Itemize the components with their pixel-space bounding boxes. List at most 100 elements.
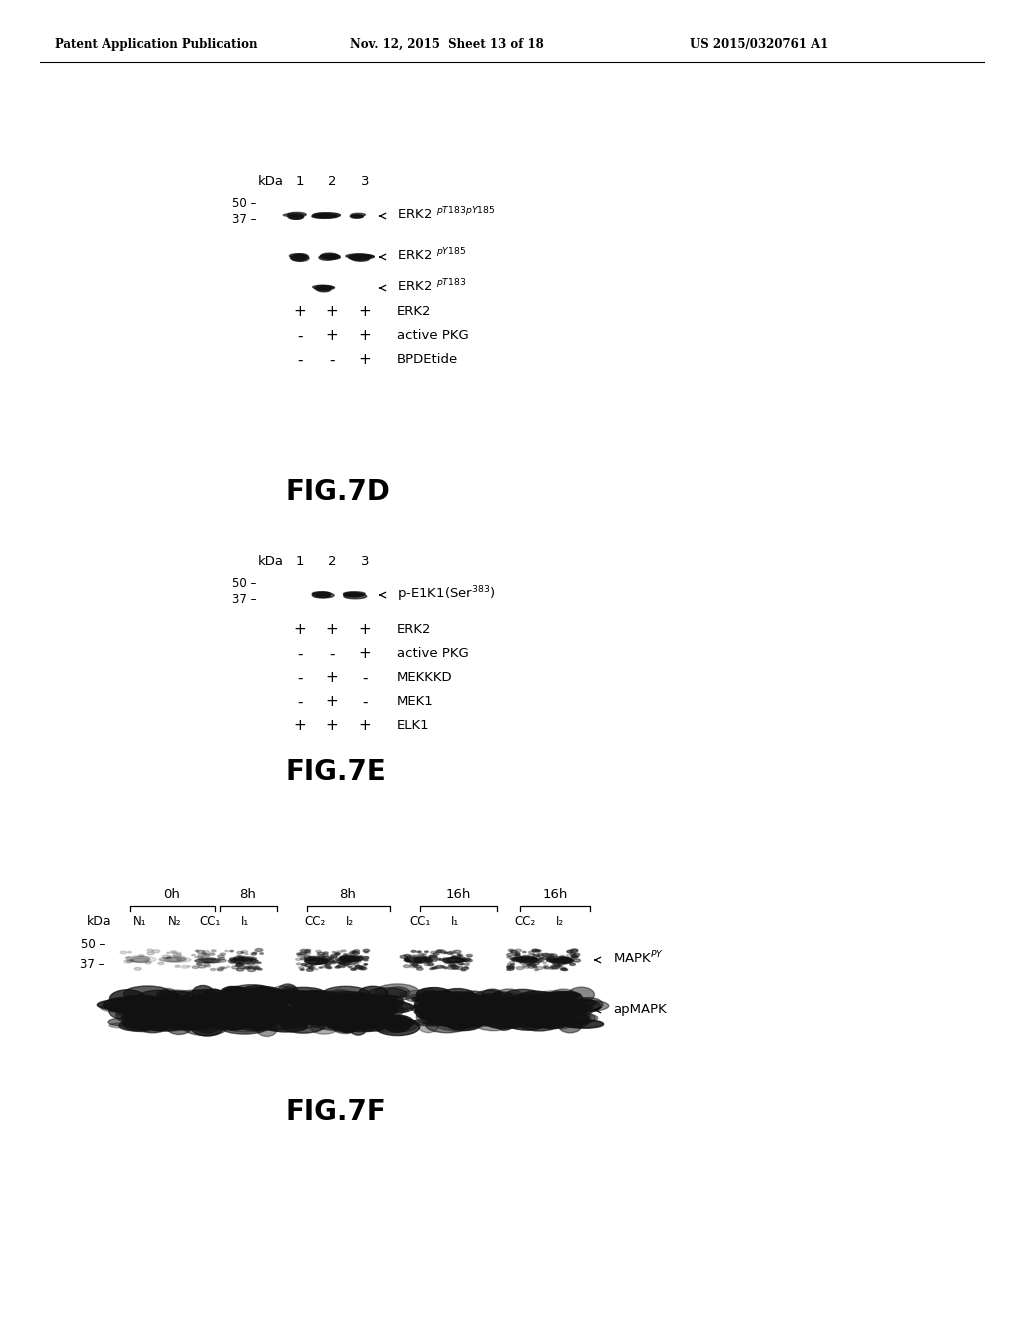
Ellipse shape [428, 960, 431, 962]
Ellipse shape [539, 993, 565, 998]
Ellipse shape [241, 964, 245, 965]
Text: +: + [326, 305, 338, 319]
Ellipse shape [541, 1016, 559, 1022]
Ellipse shape [352, 256, 370, 261]
Ellipse shape [384, 1016, 411, 1032]
Ellipse shape [458, 1012, 478, 1020]
Ellipse shape [400, 956, 408, 958]
Ellipse shape [296, 964, 301, 965]
Ellipse shape [148, 1010, 173, 1014]
Ellipse shape [245, 953, 249, 954]
Ellipse shape [416, 961, 422, 964]
Ellipse shape [519, 991, 553, 1001]
Ellipse shape [292, 1015, 307, 1019]
Ellipse shape [248, 969, 255, 972]
Ellipse shape [360, 1014, 409, 1024]
Ellipse shape [196, 958, 219, 962]
Ellipse shape [432, 960, 437, 961]
Ellipse shape [540, 997, 574, 1007]
Ellipse shape [263, 995, 304, 1010]
Ellipse shape [362, 1001, 412, 1011]
Ellipse shape [458, 957, 465, 960]
Ellipse shape [359, 1014, 376, 1022]
Ellipse shape [563, 969, 566, 970]
Ellipse shape [364, 1022, 413, 1027]
Ellipse shape [314, 969, 318, 970]
Ellipse shape [507, 1010, 547, 1020]
Ellipse shape [240, 966, 246, 969]
Ellipse shape [341, 956, 364, 961]
Ellipse shape [292, 1001, 329, 1014]
Ellipse shape [190, 1012, 234, 1020]
Ellipse shape [414, 960, 418, 961]
Ellipse shape [552, 966, 559, 969]
Ellipse shape [124, 986, 172, 1002]
Ellipse shape [207, 1020, 226, 1027]
Ellipse shape [256, 1008, 273, 1024]
Ellipse shape [339, 958, 343, 961]
Ellipse shape [229, 958, 237, 961]
Ellipse shape [334, 998, 379, 1012]
Ellipse shape [507, 965, 513, 968]
Ellipse shape [436, 958, 440, 960]
Ellipse shape [258, 969, 262, 970]
Ellipse shape [353, 998, 402, 1010]
Ellipse shape [338, 994, 377, 1010]
Ellipse shape [551, 966, 555, 968]
Ellipse shape [204, 1010, 225, 1022]
Text: ELK1: ELK1 [397, 719, 430, 733]
Ellipse shape [238, 958, 246, 962]
Text: -: - [297, 671, 303, 685]
Ellipse shape [494, 1012, 512, 1019]
Ellipse shape [230, 961, 237, 964]
Ellipse shape [351, 215, 364, 218]
Text: 16h: 16h [543, 888, 567, 902]
Ellipse shape [282, 987, 325, 998]
Ellipse shape [381, 1001, 406, 1005]
Ellipse shape [368, 987, 407, 999]
Ellipse shape [193, 1005, 240, 1023]
Ellipse shape [292, 1010, 310, 1022]
Ellipse shape [404, 954, 411, 957]
Ellipse shape [135, 1002, 152, 1018]
Text: FIG.7D: FIG.7D [285, 478, 390, 506]
Text: -: - [330, 352, 335, 367]
Ellipse shape [303, 991, 322, 1003]
Ellipse shape [228, 985, 275, 1002]
Ellipse shape [300, 958, 306, 960]
Ellipse shape [417, 987, 452, 1001]
Ellipse shape [547, 956, 552, 958]
Ellipse shape [287, 1010, 308, 1020]
Ellipse shape [507, 953, 514, 956]
Ellipse shape [452, 956, 456, 957]
Ellipse shape [429, 964, 434, 966]
Ellipse shape [507, 1016, 546, 1030]
Ellipse shape [543, 962, 546, 964]
Ellipse shape [508, 949, 513, 952]
Ellipse shape [535, 950, 540, 952]
Ellipse shape [532, 966, 538, 968]
Ellipse shape [197, 964, 202, 965]
Text: CC₂: CC₂ [514, 915, 536, 928]
Ellipse shape [136, 997, 163, 1002]
Ellipse shape [429, 1002, 445, 1014]
Ellipse shape [237, 964, 244, 966]
Ellipse shape [181, 1014, 198, 1019]
Ellipse shape [475, 1016, 512, 1031]
Ellipse shape [552, 962, 560, 965]
Ellipse shape [340, 956, 346, 958]
Ellipse shape [231, 966, 239, 969]
Ellipse shape [291, 991, 334, 1005]
Ellipse shape [229, 950, 233, 952]
Ellipse shape [566, 1001, 609, 1011]
Ellipse shape [356, 961, 361, 962]
Ellipse shape [359, 1024, 375, 1031]
Ellipse shape [224, 986, 245, 998]
Ellipse shape [257, 1015, 285, 1020]
Ellipse shape [563, 961, 571, 964]
Ellipse shape [550, 999, 586, 1005]
Ellipse shape [450, 950, 456, 954]
Ellipse shape [566, 961, 572, 964]
Ellipse shape [426, 997, 457, 1011]
Ellipse shape [376, 983, 419, 1001]
